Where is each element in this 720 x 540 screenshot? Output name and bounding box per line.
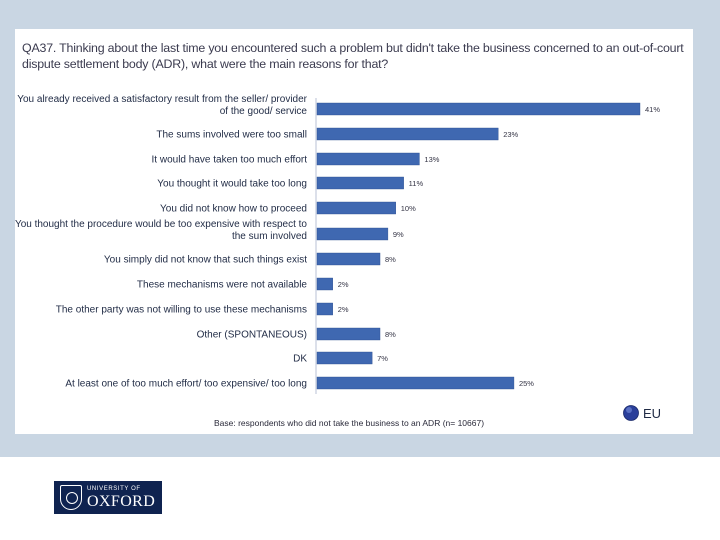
value-label: 8% [385, 330, 396, 339]
value-label: 2% [338, 280, 349, 289]
bar [316, 277, 333, 291]
value-label: 41% [645, 105, 660, 114]
category-label: These mechanisms were not available [137, 280, 308, 291]
value-label: 9% [393, 230, 404, 239]
value-label: 11% [409, 179, 424, 188]
category-label: Other (SPONTANEOUS) [197, 330, 307, 341]
category-label: You thought it would take too long [157, 179, 307, 190]
eu-globe-highlight [626, 407, 632, 413]
base-note: Base: respondents who did not take the b… [214, 418, 484, 428]
category-label: You already received a satisfactory resu… [17, 94, 307, 105]
category-label: DK [293, 354, 307, 365]
category-label: It would have taken too much effort [152, 155, 308, 166]
eu-globe-icon [623, 405, 639, 421]
category-label: The sums involved were too small [156, 130, 307, 141]
bar [316, 127, 499, 141]
bar [316, 227, 389, 241]
bar [316, 376, 515, 390]
category-label: You did not know how to proceed [160, 204, 307, 215]
oxford-crest-icon [60, 485, 82, 510]
bar [316, 102, 641, 116]
category-label: You simply did not know that such things… [104, 255, 307, 266]
value-label: 2% [338, 305, 349, 314]
legend-label: EU [643, 406, 661, 421]
bar [316, 176, 404, 190]
value-label: 13% [424, 155, 439, 164]
oxford-logo: UNIVERSITY OF OXFORD [54, 481, 162, 514]
value-label: 7% [377, 354, 388, 363]
bar [316, 201, 396, 215]
bar [316, 252, 381, 266]
bar [316, 302, 333, 316]
category-label: The other party was not willing to use t… [56, 305, 307, 316]
logo-small-text: UNIVERSITY OF [87, 486, 141, 492]
bar [316, 327, 381, 341]
category-label: of the good/ service [220, 106, 308, 117]
bar [316, 351, 373, 365]
category-label: At least one of too much effort/ too exp… [65, 379, 307, 390]
category-label: the sum involved [232, 231, 307, 242]
bar [316, 152, 420, 166]
value-label: 23% [503, 130, 518, 139]
value-label: 25% [519, 379, 534, 388]
logo-big-text: OXFORD [87, 493, 156, 510]
chart-title: QA37. Thinking about the last time you e… [22, 41, 684, 71]
value-label: 8% [385, 255, 396, 264]
value-label: 10% [401, 204, 416, 213]
category-label: You thought the procedure would be too e… [15, 219, 307, 230]
